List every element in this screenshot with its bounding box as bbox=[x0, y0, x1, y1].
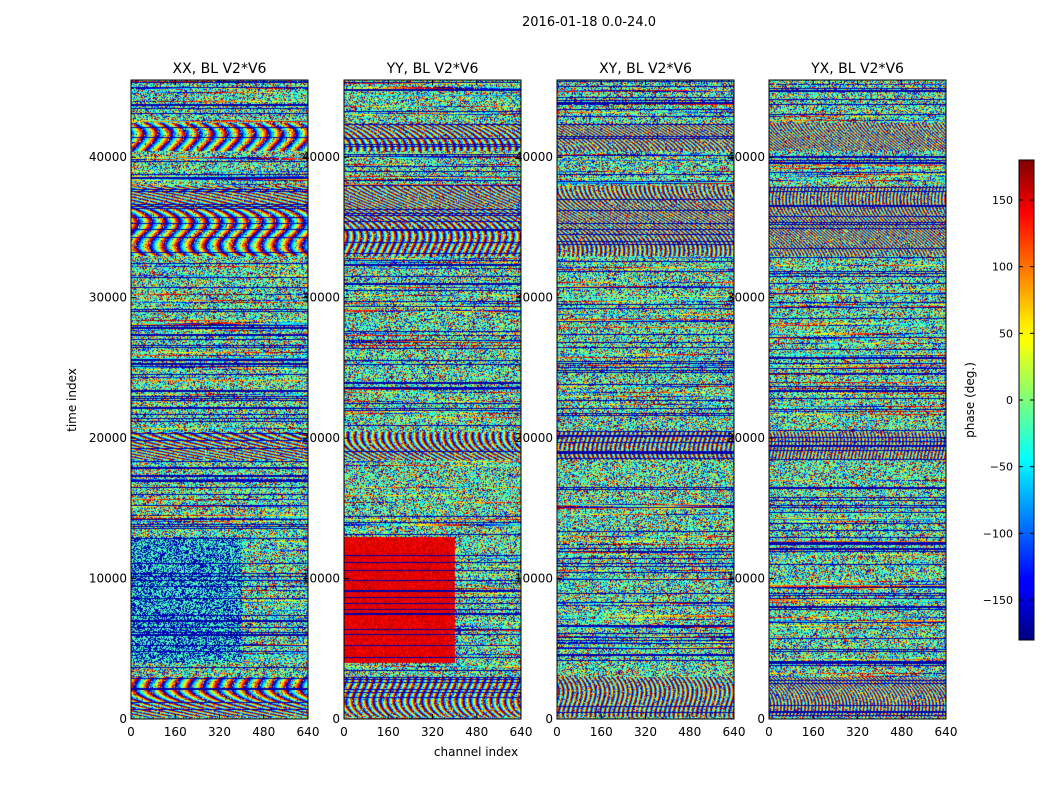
x-tick-label: 480 bbox=[890, 725, 913, 739]
x-tick-label: 320 bbox=[208, 725, 231, 739]
x-tick-label: 160 bbox=[377, 725, 400, 739]
x-tick-label: 160 bbox=[802, 725, 825, 739]
colorbar-tick-label: −100 bbox=[983, 527, 1013, 540]
y-tick-label: 10000 bbox=[515, 572, 553, 586]
subplot-2: YY, BL V2*V6 0 160 320 480 640 0 10000 20000 3000… bbox=[302, 61, 533, 739]
y-tick-label: 30000 bbox=[515, 291, 553, 305]
x-tick-label: 640 bbox=[297, 725, 320, 739]
x-tick-label: 320 bbox=[421, 725, 444, 739]
colorbar-tick-label: 150 bbox=[992, 194, 1013, 207]
y-tick-label: 0 bbox=[119, 712, 127, 726]
y-tick-label: 20000 bbox=[302, 431, 340, 445]
colorbar-tick-label: 100 bbox=[992, 261, 1013, 274]
x-tick-label: 0 bbox=[127, 725, 135, 739]
subplot-3: XY, BL V2*V6 0 160 320 480 640 0 10000 20000 3000… bbox=[515, 61, 746, 739]
x-tick-label: 480 bbox=[678, 725, 701, 739]
x-tick-label: 640 bbox=[935, 725, 958, 739]
subplot-1: XX, BL V2*V6 0 160 320 480 640 0 10000 20000 3000… bbox=[89, 61, 320, 739]
colorbar-label: phase (deg.) bbox=[963, 362, 977, 438]
subplot-4: YX, BL V2*V6 0 160 320 480 640 0 10000 20000 3000… bbox=[727, 61, 958, 739]
y-tick-label: 40000 bbox=[89, 150, 127, 164]
subplot-title: XX, BL V2*V6 bbox=[173, 61, 267, 77]
colorbar: −150 −100 −50 0 50 100 150 phase (deg.) bbox=[963, 159, 1035, 641]
colorbar-tick-label: 50 bbox=[999, 327, 1013, 340]
colorbar-tick-label: −50 bbox=[990, 461, 1013, 474]
y-tick-label: 20000 bbox=[89, 431, 127, 445]
subplot-title: YY, BL V2*V6 bbox=[386, 61, 479, 77]
colorbar-tick-label: −150 bbox=[983, 594, 1013, 607]
x-tick-label: 320 bbox=[846, 725, 869, 739]
phase-image bbox=[557, 80, 734, 719]
y-tick-label: 20000 bbox=[727, 431, 765, 445]
x-tick-label: 320 bbox=[634, 725, 657, 739]
phase-image bbox=[131, 80, 308, 719]
x-axis-label: channel index bbox=[434, 745, 518, 759]
x-tick-label: 160 bbox=[164, 725, 187, 739]
x-tick-label: 640 bbox=[510, 725, 533, 739]
phase-image bbox=[769, 80, 946, 719]
subplot-title: YX, BL V2*V6 bbox=[810, 61, 904, 77]
x-tick-label: 0 bbox=[765, 725, 773, 739]
y-tick-label: 30000 bbox=[89, 291, 127, 305]
y-tick-label: 10000 bbox=[89, 572, 127, 586]
y-tick-label: 20000 bbox=[515, 431, 553, 445]
subplot-title: XY, BL V2*V6 bbox=[599, 61, 692, 77]
x-tick-label: 640 bbox=[723, 725, 746, 739]
x-tick-label: 0 bbox=[340, 725, 348, 739]
figure-title: 2016-01-18 0.0-24.0 bbox=[522, 15, 656, 30]
x-tick-label: 480 bbox=[252, 725, 275, 739]
y-tick-label: 40000 bbox=[515, 150, 553, 164]
y-tick-label: 30000 bbox=[302, 291, 340, 305]
x-tick-label: 0 bbox=[553, 725, 561, 739]
phase-image bbox=[344, 80, 521, 719]
y-tick-label: 40000 bbox=[727, 150, 765, 164]
y-tick-label: 40000 bbox=[302, 150, 340, 164]
y-tick-label: 0 bbox=[332, 712, 340, 726]
subplots: XX, BL V2*V6 0 160 320 480 640 0 10000 20000 3000… bbox=[89, 61, 958, 739]
x-tick-label: 480 bbox=[465, 725, 488, 739]
y-tick-label: 30000 bbox=[727, 291, 765, 305]
y-tick-label: 10000 bbox=[727, 572, 765, 586]
y-tick-label: 10000 bbox=[302, 572, 340, 586]
y-axis-label: time index bbox=[65, 368, 79, 432]
y-tick-label: 0 bbox=[757, 712, 765, 726]
x-tick-label: 160 bbox=[590, 725, 613, 739]
colorbar-tick-label: 0 bbox=[1006, 394, 1013, 407]
y-tick-label: 0 bbox=[545, 712, 553, 726]
